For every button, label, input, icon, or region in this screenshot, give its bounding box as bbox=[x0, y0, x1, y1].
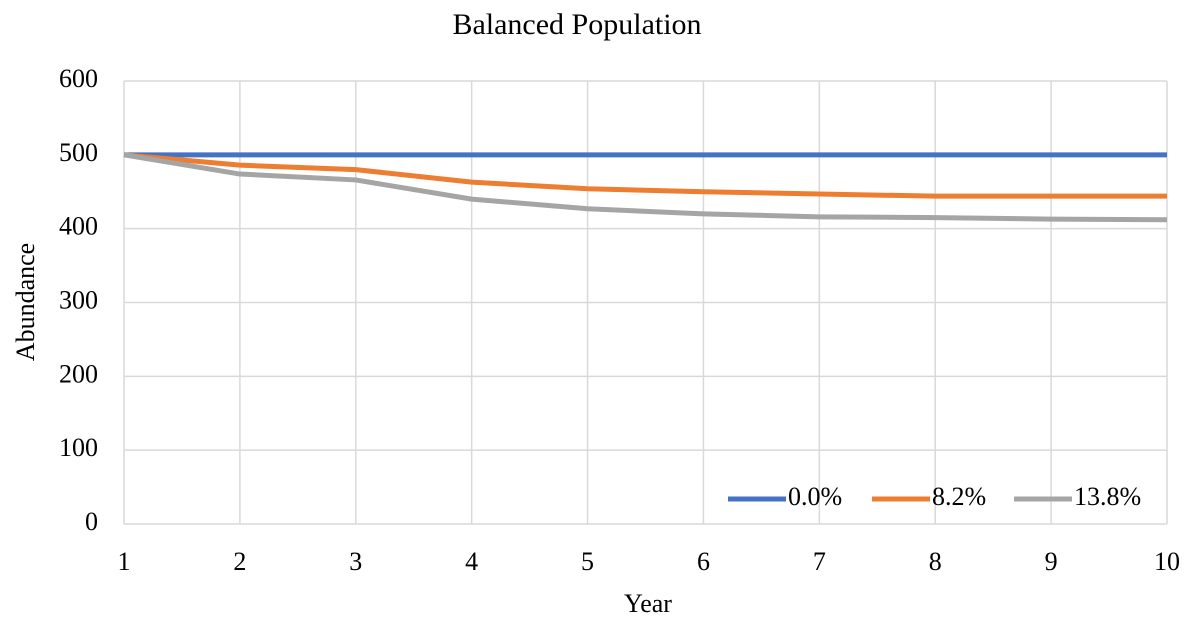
x-tick-label: 2 bbox=[233, 547, 246, 576]
line-series bbox=[123, 152, 1168, 223]
y-axis-title: Abundance bbox=[11, 243, 40, 361]
legend-label: 8.2% bbox=[932, 482, 986, 511]
x-tick-label: 7 bbox=[813, 547, 826, 576]
legend-label: 13.8% bbox=[1074, 482, 1141, 511]
y-tick-label: 400 bbox=[59, 212, 98, 241]
x-tick-label: 10 bbox=[1154, 547, 1180, 576]
x-tick-label: 1 bbox=[118, 547, 131, 576]
x-axis-title: Year bbox=[624, 589, 672, 618]
x-tick-label: 4 bbox=[465, 547, 478, 576]
x-tick-label: 9 bbox=[1045, 547, 1058, 576]
line-series bbox=[123, 152, 1167, 199]
x-tick-label: 3 bbox=[349, 547, 362, 576]
y-tick-label: 500 bbox=[59, 138, 98, 167]
legend-label: 0.0% bbox=[788, 482, 842, 511]
x-tick-label: 8 bbox=[929, 547, 942, 576]
chart-title: Balanced Population bbox=[452, 8, 701, 41]
y-tick-label: 200 bbox=[59, 359, 98, 388]
y-tick-label: 300 bbox=[59, 285, 98, 314]
y-tick-label: 100 bbox=[59, 433, 98, 462]
y-tick-label: 600 bbox=[59, 64, 98, 93]
x-tick-label: 6 bbox=[697, 547, 710, 576]
y-tick-label: 0 bbox=[85, 507, 98, 536]
x-tick-label: 5 bbox=[581, 547, 594, 576]
